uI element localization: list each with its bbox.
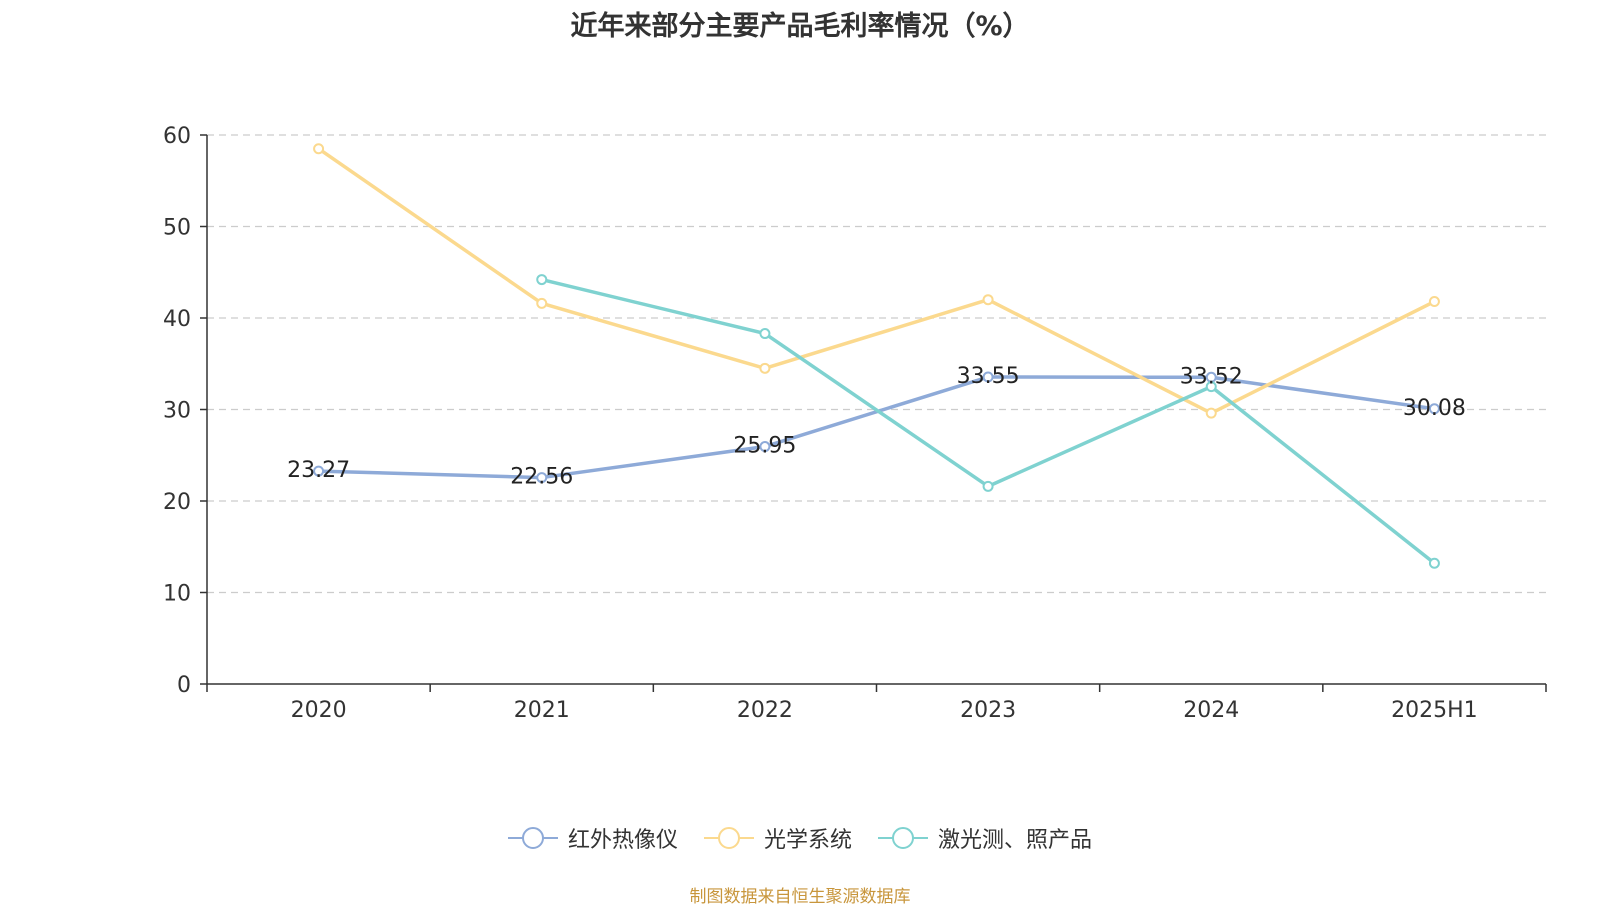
legend-marker-icon: [507, 826, 558, 850]
legend-marker-icon: [703, 826, 754, 850]
x-tick-label: 2021: [514, 698, 570, 723]
series-line-2: [316, 146, 1437, 415]
data-point: [313, 143, 325, 155]
data-point: [1428, 557, 1440, 569]
data-point: [1428, 296, 1440, 308]
series-line-3: [540, 277, 1437, 565]
source-note: 制图数据来自恒生聚源数据库: [689, 887, 911, 907]
y-tick-label: 20: [163, 490, 191, 515]
legend-label: 激光测、照产品: [938, 828, 1093, 853]
legend-label: 光学系统: [763, 828, 852, 853]
data-point: [536, 297, 548, 309]
legend-item[interactable]: 激光测、照产品: [878, 822, 1092, 854]
data-point: [759, 441, 771, 453]
x-tick-label: 2020: [291, 698, 347, 723]
data-point: [313, 465, 325, 477]
legend-marker-icon: [878, 826, 928, 850]
data-point: [536, 274, 548, 286]
data-point: [759, 328, 771, 340]
legend-label: 红外热像仪: [567, 828, 678, 853]
data-point: [536, 472, 548, 484]
data-label: 22.56: [510, 465, 573, 490]
data-point: [982, 480, 994, 492]
x-tick-label: 2022: [737, 698, 793, 723]
data-label: 33.52: [1180, 364, 1243, 389]
y-tick-label: 60: [163, 124, 191, 149]
data-point: [1428, 403, 1440, 415]
data-label: 23.27: [287, 458, 350, 483]
data-point: [1205, 407, 1217, 419]
chart-legend: 红外热像仪 光学系统 激光测、照产品: [0, 822, 1600, 854]
y-tick-label: 30: [163, 399, 191, 424]
y-tick-label: 0: [177, 673, 191, 698]
y-tick-label: 40: [163, 307, 191, 332]
x-tick-label: 2025H1: [1391, 698, 1478, 723]
data-label: 25.95: [733, 434, 796, 459]
chart-title: 近年来部分主要产品毛利率情况（%）: [570, 11, 1030, 42]
data-label: 33.55: [957, 364, 1020, 389]
data-point: [1205, 381, 1217, 393]
legend-item[interactable]: 光学系统: [703, 822, 852, 854]
data-point: [982, 371, 994, 383]
x-tick-label: 2023: [960, 698, 1016, 723]
y-tick-label: 50: [163, 216, 191, 241]
data-point: [759, 362, 771, 374]
legend-item[interactable]: 红外热像仪: [507, 822, 678, 854]
x-tick-label: 2024: [1183, 698, 1239, 723]
data-label: 30.08: [1403, 396, 1466, 421]
y-tick-label: 10: [163, 582, 191, 607]
series-line-1: [316, 375, 1437, 480]
data-point: [982, 294, 994, 306]
